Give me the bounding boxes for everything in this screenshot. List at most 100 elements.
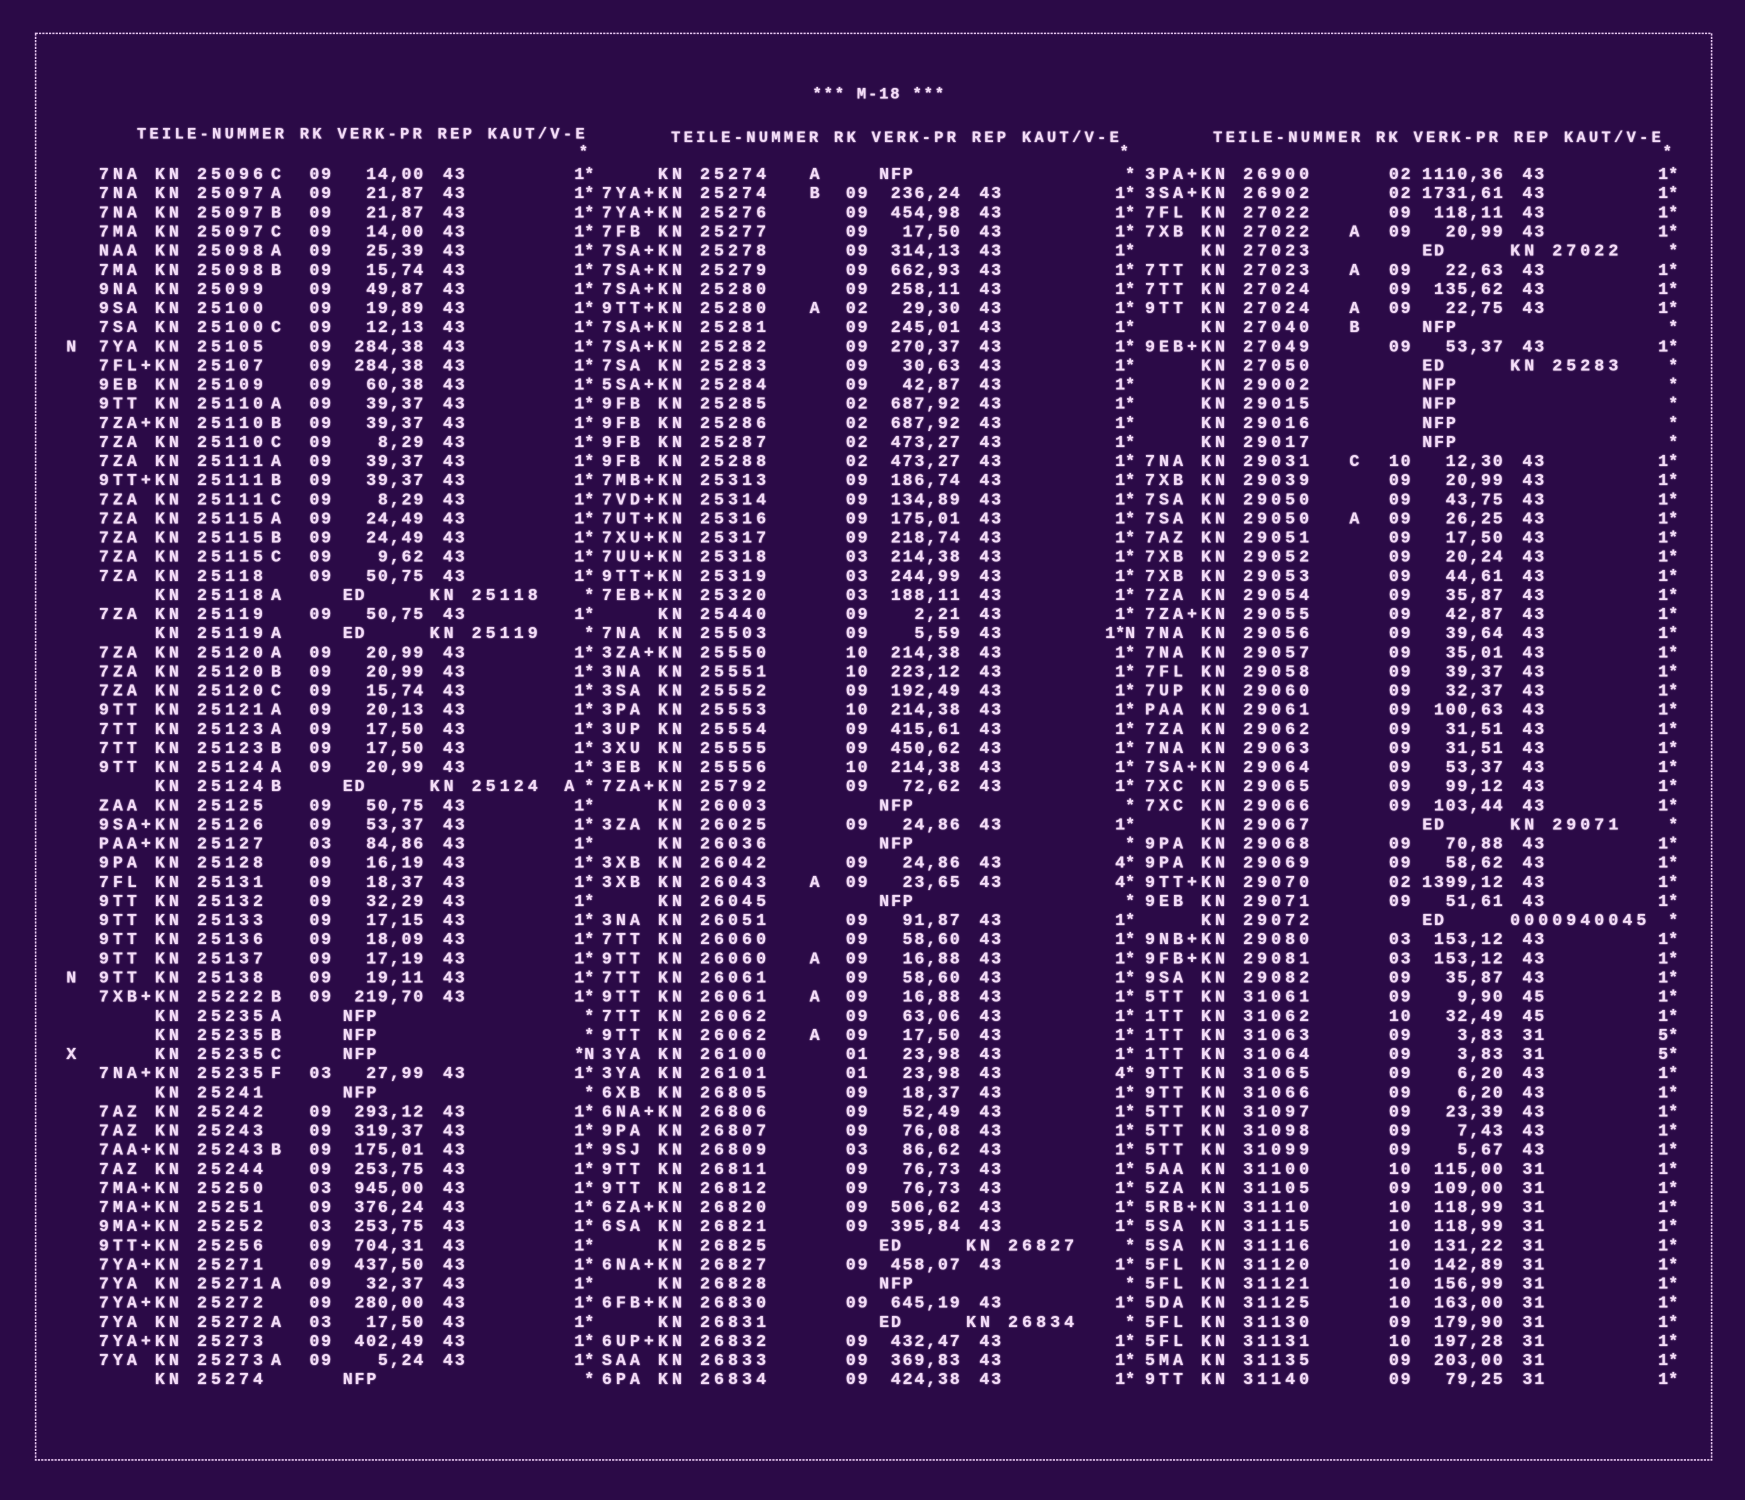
part-number: 5TT KN 31099	[1145, 1142, 1313, 1161]
part-number: 7TT KN 26062	[602, 1008, 770, 1027]
rep-code: 43	[979, 683, 1003, 702]
variant: B	[271, 1142, 281, 1161]
rep-code: 43	[1522, 587, 1546, 606]
rk-code: 09	[846, 1352, 870, 1371]
part-number: 7AA+KN 25243	[99, 1142, 267, 1161]
kaut: 1*	[574, 243, 594, 262]
rep-code: 43	[443, 338, 467, 357]
price: 35,87	[1446, 970, 1505, 989]
part-number: 7ZA+KN 29055	[1145, 606, 1313, 625]
rk-code: NFP	[1422, 396, 1457, 415]
kaut: 1*	[1658, 606, 1678, 625]
part-number: 3SA+KN 26902	[1145, 185, 1313, 204]
price: 3,83	[1457, 1046, 1504, 1065]
rep-code: 43	[1522, 663, 1546, 682]
rk-code: NFP	[1422, 415, 1457, 434]
kaut: 1*	[574, 434, 594, 453]
rk-code: 09	[1389, 204, 1413, 223]
part-number: 5AA KN 31100	[1145, 1161, 1313, 1180]
rk-code: 09	[309, 281, 333, 300]
part-number: KN 29072	[1201, 912, 1313, 931]
rep-code: 43	[979, 319, 1003, 338]
rep-code: 43	[979, 855, 1003, 874]
rep-code: 43	[979, 338, 1003, 357]
kaut: 1*	[1115, 1008, 1135, 1027]
part-number: 7MA+KN 25250	[99, 1180, 267, 1199]
kaut: 1*	[1115, 644, 1135, 663]
part-number: 6FB+KN 26830	[602, 1295, 770, 1314]
rk-code: 09	[846, 338, 870, 357]
part-number: 9SA+KN 25126	[99, 816, 267, 835]
reference: KN 29071	[1510, 816, 1622, 835]
rep-code: 43	[979, 950, 1003, 969]
part-number: 5SA KN 31115	[1145, 1218, 1313, 1237]
part-number: 6NA+KN 26806	[602, 1103, 770, 1122]
variant: A	[810, 989, 821, 1008]
kaut: *	[1668, 396, 1678, 415]
rep-code: 43	[979, 491, 1003, 510]
rk-code: 09	[309, 243, 333, 262]
part-number: 9TT KN 27024	[1145, 300, 1313, 319]
price: 704,31	[354, 1237, 425, 1256]
kaut: 1*	[1658, 970, 1678, 989]
rk-code: 09	[309, 1199, 333, 1218]
rk-code: 09	[846, 472, 870, 491]
part-number: 7TT KN 27024	[1145, 281, 1313, 300]
price: 14,00	[366, 166, 425, 185]
rk-code: 09	[846, 1333, 870, 1352]
part-number: 3EB KN 25556	[602, 759, 770, 778]
variant: B	[271, 663, 281, 682]
price: 99,12	[1446, 778, 1505, 797]
rep-code: 43	[1522, 166, 1546, 185]
price: 319,37	[354, 1123, 425, 1142]
kaut: 1*	[1658, 1276, 1678, 1295]
rk-code: NFP	[879, 893, 914, 912]
price: 450,62	[891, 740, 962, 759]
rep-code: 43	[443, 1352, 467, 1371]
rk-code: ED	[879, 1314, 903, 1333]
kaut: 1*	[1658, 1161, 1678, 1180]
part-number: 7XB KN 29039	[1145, 472, 1313, 491]
kaut: 1*	[574, 759, 594, 778]
rep-code: 43	[443, 912, 467, 931]
rk-code: 02	[846, 300, 870, 319]
reference: KN 25119	[430, 625, 542, 644]
variant: A	[271, 1314, 282, 1333]
price: 20,99	[1446, 472, 1505, 491]
rep-code: 43	[1522, 281, 1546, 300]
kaut: 1*	[1658, 587, 1678, 606]
kaut: 1*	[574, 1142, 594, 1161]
price: 369,83	[891, 1352, 962, 1371]
rk-code: 09	[1389, 970, 1413, 989]
part-number: KN 25274	[155, 1371, 267, 1390]
rk-code: 09	[846, 1161, 870, 1180]
rk-code: 09	[309, 606, 333, 625]
rk-code: 10	[1389, 1161, 1413, 1180]
part-number: 7ZA KN 25115	[99, 549, 267, 568]
rep-code: 43	[443, 970, 467, 989]
variant: A	[271, 396, 282, 415]
rk-code: 09	[309, 1142, 333, 1161]
part-number: 5FL KN 31121	[1145, 1276, 1313, 1295]
rk-code: 09	[1389, 759, 1413, 778]
part-number: 9TT KN 26061	[602, 989, 770, 1008]
rk-code: 09	[1389, 836, 1413, 855]
price: 687,92	[891, 415, 962, 434]
part-number: 9PA KN 26807	[602, 1123, 770, 1142]
kaut: 1*	[574, 606, 594, 625]
rep-code: 31	[1522, 1237, 1546, 1256]
rk-code: 09	[309, 166, 333, 185]
part-number: 7TT KN 26061	[602, 970, 770, 989]
price: 91,87	[903, 912, 962, 931]
header-marker: *	[1663, 144, 1674, 162]
part-number: 7EB+KN 25320	[602, 587, 770, 606]
rep-code: 43	[1522, 1065, 1546, 1084]
part-number: 9TT KN 25138	[99, 970, 267, 989]
kaut: 1*	[1658, 491, 1678, 510]
rep-code: 43	[1522, 185, 1546, 204]
rep-code: 43	[443, 300, 467, 319]
kaut: 1*	[1115, 377, 1135, 396]
part-number: 7FL KN 29058	[1145, 663, 1313, 682]
rk-code: 09	[309, 893, 333, 912]
variant: C	[271, 319, 281, 338]
